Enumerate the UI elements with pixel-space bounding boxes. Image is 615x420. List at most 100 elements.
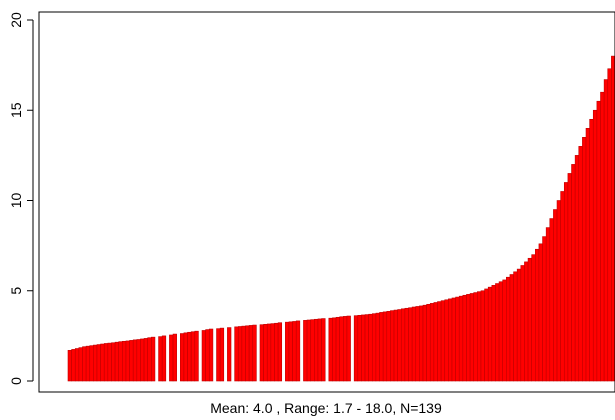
bar-series	[67, 55, 615, 382]
bar	[346, 315, 351, 382]
bar	[527, 257, 532, 382]
bar	[136, 339, 141, 382]
bar	[187, 331, 192, 382]
bar	[567, 173, 572, 382]
bar	[259, 324, 264, 382]
bar	[487, 286, 493, 382]
bar	[545, 227, 551, 382]
bar	[219, 327, 225, 382]
bar	[234, 326, 239, 382]
bar	[208, 328, 214, 382]
bar	[111, 342, 116, 382]
bar	[585, 128, 590, 382]
bar	[147, 337, 152, 382]
bar	[285, 321, 290, 382]
bar	[393, 309, 398, 382]
bar	[538, 243, 543, 382]
bar	[277, 322, 283, 382]
bar	[194, 330, 199, 382]
bar	[129, 340, 134, 382]
bar	[509, 274, 514, 382]
bar	[534, 248, 540, 382]
bar	[556, 200, 561, 382]
bar	[462, 294, 467, 382]
bar	[592, 109, 598, 382]
bar	[571, 164, 576, 382]
bar	[328, 317, 333, 382]
bar	[524, 261, 529, 382]
bar	[553, 209, 558, 382]
bar	[477, 291, 482, 382]
bar	[578, 146, 583, 382]
y-tick-label: 5	[8, 287, 24, 295]
bar	[161, 335, 167, 382]
bar	[310, 319, 315, 382]
bar	[516, 268, 522, 382]
bar	[419, 305, 424, 382]
bar	[89, 345, 94, 382]
bar	[371, 313, 377, 382]
bar	[295, 320, 301, 382]
bar	[317, 318, 322, 382]
bar	[303, 320, 308, 382]
chart-subtitle: Mean: 4.0 , Range: 1.7 - 18.0, N=139	[210, 400, 442, 416]
bar	[589, 118, 594, 382]
bar	[448, 298, 453, 382]
bar	[353, 315, 359, 382]
bar	[237, 326, 243, 382]
bar	[440, 300, 446, 382]
bar	[266, 323, 272, 382]
bar	[201, 330, 206, 382]
y-axis: 0 5 10 15 20	[8, 12, 34, 385]
bar	[361, 314, 366, 382]
bar	[241, 325, 246, 382]
bar	[357, 314, 362, 382]
bar	[466, 294, 471, 382]
bar	[386, 311, 391, 382]
bar	[433, 302, 438, 382]
y-tick-label: 20	[8, 12, 24, 28]
bar	[531, 254, 536, 382]
bar	[169, 334, 174, 382]
bar	[368, 313, 373, 382]
bar	[93, 344, 98, 382]
bar	[484, 288, 489, 382]
bar	[151, 336, 156, 382]
bar	[143, 338, 148, 382]
bar	[397, 309, 402, 382]
bar	[122, 340, 127, 382]
bar	[498, 281, 503, 382]
bar	[183, 332, 188, 382]
bar	[596, 100, 601, 382]
bar	[473, 292, 478, 382]
bar	[560, 191, 565, 382]
bar	[364, 314, 369, 382]
bar	[103, 343, 109, 382]
bar	[274, 322, 279, 382]
bar	[190, 331, 196, 382]
bar	[455, 296, 460, 382]
bar	[542, 236, 547, 382]
plot-frame	[38, 11, 615, 393]
bar	[252, 324, 257, 382]
bar	[306, 319, 312, 382]
bar	[513, 271, 518, 382]
bar	[227, 327, 232, 382]
bar	[245, 325, 250, 382]
bar	[408, 307, 413, 382]
bar	[451, 297, 456, 382]
bar	[248, 325, 254, 382]
bar	[429, 303, 435, 382]
bar	[400, 308, 406, 382]
bar	[415, 306, 420, 382]
bar	[339, 316, 344, 382]
bar	[216, 328, 221, 382]
bar	[520, 265, 525, 382]
bar	[100, 343, 105, 382]
bar	[82, 346, 87, 382]
bar	[140, 338, 145, 382]
bar	[125, 340, 130, 382]
bar	[314, 318, 319, 382]
bar	[270, 323, 275, 382]
bar	[321, 318, 326, 382]
